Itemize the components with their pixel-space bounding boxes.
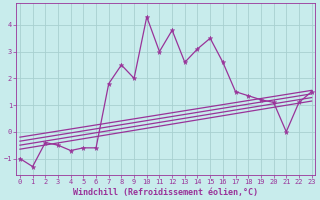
X-axis label: Windchill (Refroidissement éolien,°C): Windchill (Refroidissement éolien,°C) [73, 188, 258, 197]
